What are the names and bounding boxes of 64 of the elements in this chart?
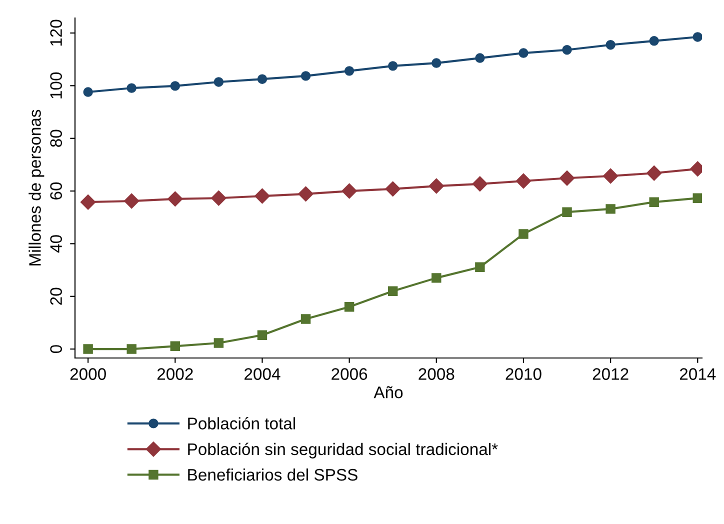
point [83, 87, 93, 97]
x-tick-label: 2008 [418, 368, 454, 380]
point [646, 166, 662, 181]
point [516, 173, 532, 189]
point [692, 32, 702, 42]
point [168, 191, 183, 206]
y-tick-label: 100 [50, 72, 62, 98]
point [300, 71, 311, 81]
point [562, 207, 572, 217]
point [518, 48, 528, 58]
x-axis-title: Año [374, 386, 403, 398]
y-tick-label: 0 [50, 345, 62, 354]
point [80, 194, 96, 210]
point [562, 45, 572, 55]
point [300, 314, 311, 324]
point [83, 344, 93, 354]
point [606, 204, 616, 214]
legend-label: Población sin seguridad social tradicional* [188, 442, 498, 458]
point [214, 77, 224, 87]
point [388, 286, 398, 296]
legend-label: Beneficiarios del SPSS [188, 468, 358, 481]
y-axis-title: Millones de personas [28, 110, 44, 266]
y-tick-label: 20 [50, 288, 62, 305]
x-tick-label: 2012 [592, 368, 628, 380]
point [649, 197, 659, 207]
point [211, 190, 226, 206]
x-tick-label: 2002 [157, 368, 193, 380]
y-tick-label: 60 [50, 182, 62, 200]
point [298, 186, 314, 202]
point [385, 181, 400, 196]
point [692, 193, 702, 203]
point [344, 66, 354, 76]
point [606, 40, 616, 50]
point [428, 178, 444, 194]
y-tick-label: 80 [50, 130, 62, 147]
y-tick-label: 120 [50, 20, 62, 46]
x-tick-label: 2000 [70, 368, 106, 380]
point [257, 74, 268, 84]
x-tick-label: 2006 [332, 368, 368, 380]
point [602, 168, 618, 184]
point [518, 229, 528, 239]
point [432, 58, 442, 68]
point [342, 183, 357, 199]
point [126, 83, 136, 93]
x-tick-label: 2004 [244, 368, 280, 380]
x-tick-label: 2010 [506, 368, 542, 380]
legend-label: Población total [188, 417, 296, 430]
y-tick-label: 40 [50, 235, 62, 253]
point [432, 273, 442, 283]
point [472, 176, 488, 192]
point [170, 341, 180, 352]
point [559, 170, 575, 186]
point [475, 262, 485, 272]
point [254, 188, 270, 204]
point [257, 330, 268, 340]
point [388, 61, 398, 71]
point [124, 193, 140, 209]
point [344, 302, 354, 312]
point [649, 36, 659, 46]
point [214, 338, 224, 348]
x-tick-label: 2014 [680, 368, 716, 380]
point [170, 81, 180, 91]
point [126, 344, 136, 354]
point [475, 53, 485, 63]
